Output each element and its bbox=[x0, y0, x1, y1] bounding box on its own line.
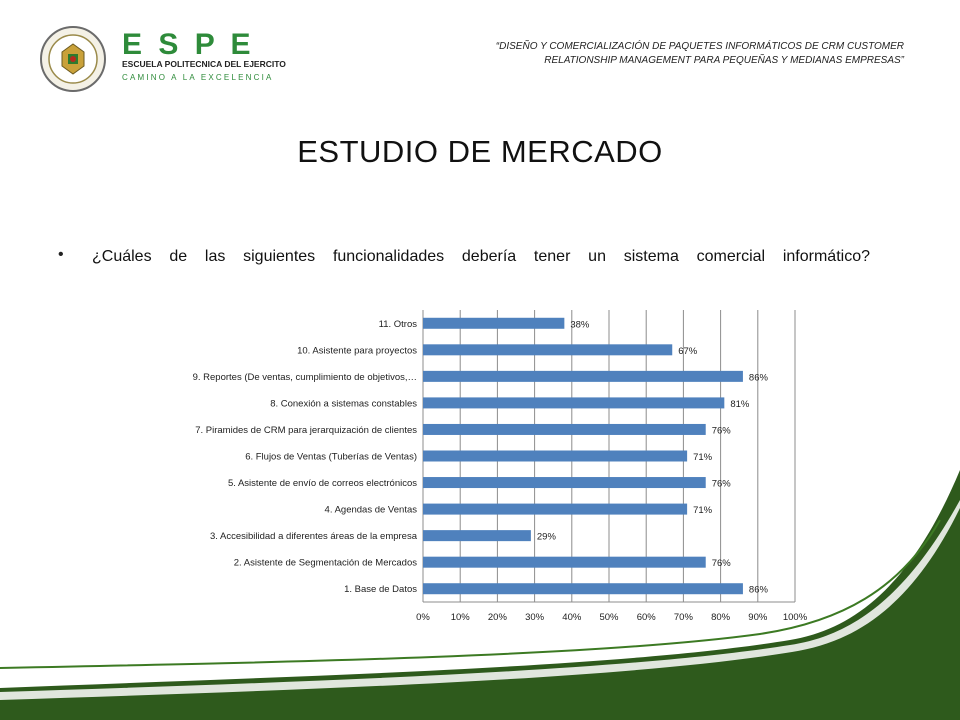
x-tick-label: 90% bbox=[748, 612, 768, 623]
header-quote: “DISEÑO Y COMERCIALIZACIÓN DE PAQUETES I… bbox=[444, 40, 904, 68]
x-tick-label: 50% bbox=[599, 612, 619, 623]
x-tick-label: 80% bbox=[711, 612, 731, 623]
logo-name: ESCUELA POLITECNICA DEL EJERCITO bbox=[122, 59, 286, 69]
category-label: 2. Asistente de Segmentación de Mercados bbox=[234, 558, 418, 569]
category-label: 11. Otros bbox=[379, 319, 418, 330]
x-tick-label: 30% bbox=[525, 612, 545, 623]
logo-brand: E S P E bbox=[122, 28, 255, 61]
bar bbox=[423, 423, 706, 435]
bar-value-label: 76% bbox=[712, 558, 732, 569]
x-tick-label: 100% bbox=[783, 612, 808, 623]
bar-value-label: 71% bbox=[693, 505, 713, 516]
bar-value-label: 29% bbox=[537, 532, 557, 543]
category-label: 3. Accesibilidad a diferentes áreas de l… bbox=[210, 531, 418, 542]
espe-seal-icon bbox=[40, 26, 106, 92]
x-tick-label: 40% bbox=[562, 612, 582, 623]
category-label: 10. Asistente para proyectos bbox=[297, 345, 417, 356]
logo-motto: CAMINO A LA EXCELENCIA bbox=[122, 73, 274, 82]
bar-value-label: 81% bbox=[730, 399, 750, 410]
bar bbox=[423, 450, 688, 462]
bar-value-label: 76% bbox=[712, 425, 732, 436]
category-label: 7. Piramides de CRM para jerarquización … bbox=[195, 425, 417, 436]
category-label: 9. Reportes (De ventas, cumplimiento de … bbox=[193, 372, 417, 383]
bar bbox=[423, 503, 688, 515]
category-label: 1. Base de Datos bbox=[344, 584, 417, 595]
bar bbox=[423, 370, 743, 382]
category-label: 8. Conexión a sistemas constables bbox=[270, 398, 417, 409]
x-tick-label: 0% bbox=[416, 612, 430, 623]
bar bbox=[423, 556, 706, 568]
slide-title: ESTUDIO DE MERCADO bbox=[297, 134, 663, 169]
bar-value-label: 67% bbox=[678, 346, 698, 357]
category-label: 5. Asistente de envío de correos electró… bbox=[228, 478, 417, 489]
x-tick-label: 60% bbox=[637, 612, 657, 623]
category-label: 4. Agendas de Ventas bbox=[325, 505, 418, 516]
category-label: 6. Flujos de Ventas (Tuberías de Ventas) bbox=[245, 452, 417, 463]
bar bbox=[423, 317, 565, 329]
x-tick-label: 20% bbox=[488, 612, 508, 623]
espe-logo: E S P E ESCUELA POLITECNICA DEL EJERCITO… bbox=[40, 26, 286, 92]
bullet-dot: • bbox=[58, 246, 64, 263]
survey-question: ¿Cuáles de las siguientes funcionalidade… bbox=[92, 248, 870, 265]
bar-value-label: 86% bbox=[749, 372, 769, 383]
bar bbox=[423, 344, 673, 356]
bar-value-label: 38% bbox=[570, 319, 590, 330]
bar bbox=[423, 530, 531, 542]
header-quote-line-1: “DISEÑO Y COMERCIALIZACIÓN DE PAQUETES I… bbox=[495, 41, 904, 52]
functionality-bar-chart: 0% 10% 20% 30% 40% 50% 60% 70% 80% 90% 100% 38% 11. … bbox=[193, 310, 808, 623]
bar bbox=[423, 397, 725, 409]
bar bbox=[423, 583, 743, 595]
bar-value-label: 76% bbox=[712, 479, 732, 490]
bar-value-label: 71% bbox=[693, 452, 713, 463]
x-tick-label: 70% bbox=[674, 612, 694, 623]
bar bbox=[423, 477, 706, 489]
x-tick-label: 10% bbox=[451, 612, 471, 623]
header-quote-line-2: RELATIONSHIP MANAGEMENT PARA PEQUEÑAS Y … bbox=[544, 55, 904, 66]
bar-value-label: 86% bbox=[749, 585, 769, 596]
